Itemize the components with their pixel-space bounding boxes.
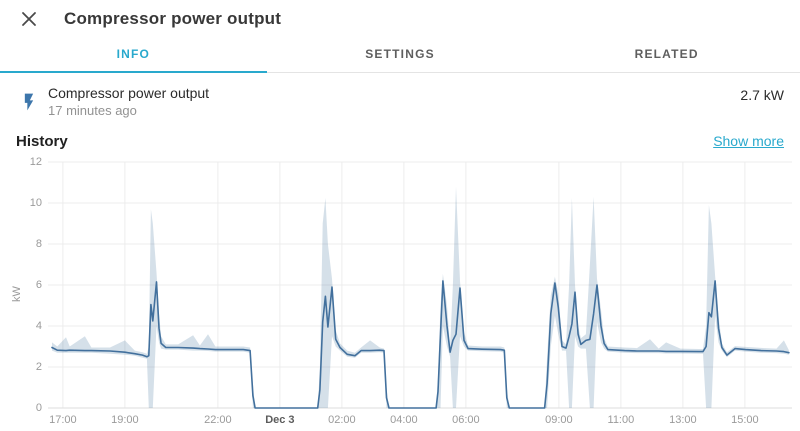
x-tick-label: 22:00	[204, 414, 232, 426]
history-line	[51, 280, 790, 409]
tab-related[interactable]: RELATED	[533, 38, 800, 73]
tab-settings[interactable]: SETTINGS	[267, 38, 534, 73]
x-tick-label: Dec 3	[265, 414, 295, 426]
x-tick-label: 13:00	[669, 414, 697, 426]
history-chart[interactable]: kW 0 2 4 6 8 10 12 17:00 19:00 22:00 Dec 3 02:00 04:…	[0, 154, 800, 431]
tab-info[interactable]: INFO	[0, 38, 267, 73]
x-tick-label: 09:00	[545, 414, 573, 426]
y-tick-label: 4	[35, 320, 42, 332]
entity-texts: Compressor power output 17 minutes ago	[48, 85, 209, 119]
x-tick-label: 15:00	[731, 414, 759, 426]
tab-related-label: RELATED	[634, 47, 699, 61]
tab-info-label: INFO	[116, 47, 151, 61]
dialog-header: Compressor power output	[0, 0, 800, 38]
tab-settings-label: SETTINGS	[365, 47, 435, 61]
x-tick-label: 06:00	[452, 414, 480, 426]
flash-icon	[16, 89, 42, 115]
y-tick-label: 8	[35, 238, 42, 250]
page-title: Compressor power output	[64, 9, 282, 28]
entity-state-row[interactable]: Compressor power output 17 minutes ago 2…	[0, 73, 800, 127]
entity-state-value: 2.7 kW	[740, 87, 784, 103]
x-tick-label: 19:00	[111, 414, 139, 426]
x-tick-label: 11:00	[607, 414, 635, 426]
y-tick-label: 0	[35, 402, 42, 414]
x-tick-label: 17:00	[49, 414, 77, 426]
history-band	[52, 186, 789, 408]
y-tick-label: 10	[29, 197, 42, 209]
entity-last-changed: 17 minutes ago	[48, 103, 137, 118]
y-tick-label: 2	[35, 361, 42, 373]
y-tick-label: 12	[29, 156, 42, 168]
close-icon	[22, 12, 36, 26]
tab-bar: INFO SETTINGS RELATED	[0, 38, 800, 73]
show-more-link[interactable]: Show more	[713, 133, 784, 149]
x-tick-label: 02:00	[328, 414, 356, 426]
x-tick-label: 04:00	[390, 414, 418, 426]
y-tick-label: 6	[35, 279, 42, 291]
history-chart-svg	[48, 161, 792, 409]
history-title: History	[16, 133, 68, 150]
close-button[interactable]	[16, 6, 42, 32]
entity-name: Compressor power output	[48, 85, 210, 101]
history-header: History Show more	[0, 127, 800, 152]
